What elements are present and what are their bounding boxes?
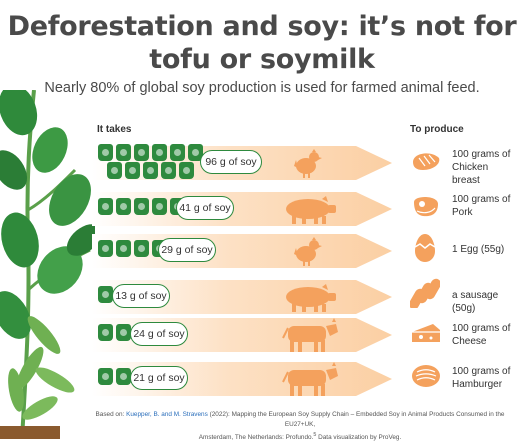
footnote-text-2: Amsterdam, The Netherlands: Profundo. (198, 434, 314, 442)
row-chicken-breast: 96 g of soy (92, 142, 392, 180)
soy-bags (96, 276, 208, 314)
soy-bag-icon (161, 162, 176, 179)
soy-bag-icon (116, 240, 131, 257)
hamburger-icon (412, 365, 440, 387)
soy-bag-icon (152, 198, 167, 215)
source-footnote: Based on: Kuepper, B. and M. Stravens (2… (80, 410, 520, 443)
footnote-text-3: Data visualization by ProVeg. (316, 434, 402, 442)
soy-bag-icon (98, 368, 113, 385)
soy-amount: 21 g of soy (130, 366, 188, 390)
row-sausage: 13 g of soy (92, 276, 392, 314)
soy-amount: 96 g of soy (200, 150, 262, 174)
header-to-produce: To produce (410, 124, 464, 135)
product-label: 100 grams of Pork (452, 194, 511, 218)
soy-amount: 13 g of soy (112, 284, 170, 308)
row-pork: 41 g of soy (92, 188, 392, 226)
soy-bag-icon (152, 144, 167, 161)
pig-icon (286, 196, 336, 224)
soy-bag-icon (125, 162, 140, 179)
soy-bag-icon (107, 162, 122, 179)
soy-amount: 24 g of soy (130, 322, 188, 346)
cow-icon (282, 362, 338, 396)
soy-bag-icon (143, 162, 158, 179)
row-cheese: 24 g of soy (92, 314, 392, 352)
footnote-sup: 5 (313, 432, 317, 438)
soy-bag-icon (116, 324, 131, 341)
chicken-icon (294, 149, 322, 178)
cheese-icon (412, 324, 440, 342)
pig-icon (286, 284, 336, 312)
footnote-prefix: Based on: (95, 411, 127, 418)
title-line-1: Deforestation and soy: it’s not for (7, 11, 517, 42)
soy-bags (96, 358, 208, 396)
soy-bag-icon (116, 368, 131, 385)
soy-bags (96, 230, 208, 268)
chicken-icon (294, 237, 322, 266)
product-label: a sausage (50g) (452, 290, 499, 314)
pork-icon (414, 196, 438, 217)
header-it-takes: It takes (97, 124, 132, 135)
soy-bag-icon (134, 240, 149, 257)
soy-bags (96, 314, 208, 352)
footnote-authors-link[interactable]: Kuepper, B. and M. Stravens (126, 411, 208, 418)
cow-icon (282, 318, 338, 352)
soy-bag-icon (170, 144, 185, 161)
sausage-icon (410, 278, 440, 308)
product-label: 100 grams of Hamburger (452, 366, 511, 390)
soy-bag-icon (188, 144, 203, 161)
row-hamburger: 21 g of soy (92, 358, 392, 396)
soy-plant-illustration (0, 90, 95, 439)
title-line-2: tofu or soymilk (149, 44, 375, 75)
page-title: Deforestation and soy: it’s not for tofu… (0, 10, 524, 76)
subtitle: Nearly 80% of global soy production is u… (44, 80, 480, 96)
egg-icon (414, 234, 436, 262)
soy-amount: 29 g of soy (158, 238, 216, 262)
chicken-breast-icon (413, 153, 440, 170)
soy-bag-icon (98, 286, 113, 303)
soy-bag-icon (98, 240, 113, 257)
soy-bag-icon (116, 144, 131, 161)
product-label: 100 grams of Chicken breast (452, 149, 511, 186)
soy-bag-icon (98, 198, 113, 215)
soy-bag-icon (179, 162, 194, 179)
soy-bags (96, 142, 208, 180)
row-egg: 29 g of soy (92, 230, 392, 268)
soy-bag-icon (98, 144, 113, 161)
soy-bag-icon (134, 198, 149, 215)
product-label: 100 grams of Cheese (452, 323, 511, 347)
soy-bag-icon (116, 198, 131, 215)
product-label: 1 Egg (55g) (452, 244, 505, 255)
footnote-text-1: (2022): Mapping the European Soy Supply … (207, 411, 505, 428)
soy-bag-icon (134, 144, 149, 161)
soy-bag-icon (98, 324, 113, 341)
soy-amount: 41 g of soy (176, 196, 234, 220)
